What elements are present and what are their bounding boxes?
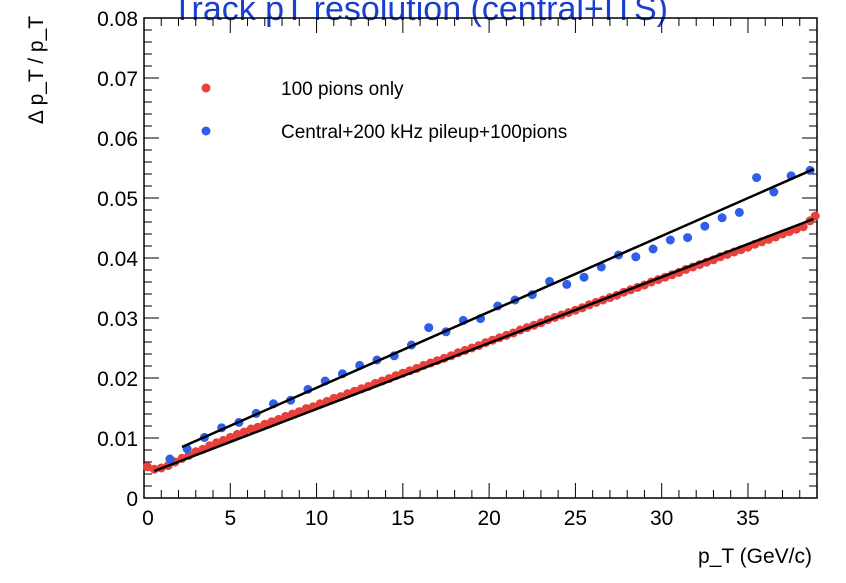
x-tick-label: 15 — [391, 507, 414, 530]
x-tick-label: 25 — [564, 507, 587, 530]
data-point — [665, 235, 675, 245]
data-point — [700, 221, 710, 231]
x-axis-title: p_T (GeV/c) — [698, 545, 812, 568]
data-point — [165, 454, 175, 464]
data-point — [260, 419, 270, 429]
data-point — [631, 252, 641, 262]
y-tick-label: 0.02 — [97, 368, 138, 391]
y-tick-label: 0.04 — [97, 248, 138, 271]
x-tick-label: 10 — [305, 507, 328, 530]
legend-label-1: 100 pions only — [281, 79, 404, 100]
data-point — [769, 187, 779, 197]
data-point — [142, 462, 152, 472]
y-tick-label: 0.06 — [97, 128, 138, 151]
data-point — [683, 233, 693, 243]
data-point — [232, 429, 242, 439]
legend-marker-1 — [201, 83, 211, 93]
x-axis-ticks: 0 5 10 15 20 25 30 35 — [142, 18, 801, 530]
data-point — [211, 438, 221, 448]
data-point — [281, 411, 291, 421]
x-tick-label: 0 — [142, 507, 154, 530]
data-point — [752, 173, 762, 183]
x-tick-label: 5 — [224, 507, 236, 530]
data-point — [424, 323, 434, 333]
y-tick-label: 0.03 — [97, 308, 138, 331]
data-point — [648, 244, 658, 254]
fit-lines — [153, 168, 815, 473]
y-tick-label: 0.01 — [97, 428, 138, 451]
series-1 — [142, 211, 820, 474]
x-tick-label: 20 — [477, 507, 500, 530]
x-tick-label: 30 — [650, 507, 673, 530]
data-point — [717, 213, 727, 223]
y-tick-label: 0 — [126, 488, 138, 511]
data-point — [246, 424, 256, 434]
y-axis-ticks: 0 0.01 0.02 0.03 0.04 0.05 0.06 0.07 0.08 — [97, 8, 817, 511]
y-axis-title: Δ p_T / p_T — [25, 16, 48, 124]
fit-line-2 — [181, 168, 815, 449]
data-point — [239, 427, 249, 437]
legend-label-2: Central+200 kHz pileup+100pions — [281, 122, 567, 143]
data-point — [579, 272, 589, 282]
y-tick-label: 0.07 — [97, 68, 138, 91]
legend: 100 pions only Central+200 kHz pileup+100… — [201, 79, 567, 143]
data-point — [225, 432, 235, 442]
fit-line-1 — [153, 217, 814, 473]
legend-marker-2 — [201, 126, 211, 136]
data-point — [734, 207, 744, 217]
y-tick-label: 0.05 — [97, 188, 138, 211]
data-point — [562, 279, 572, 289]
x-tick-label: 35 — [736, 507, 759, 530]
y-tick-label: 0.08 — [97, 8, 138, 31]
